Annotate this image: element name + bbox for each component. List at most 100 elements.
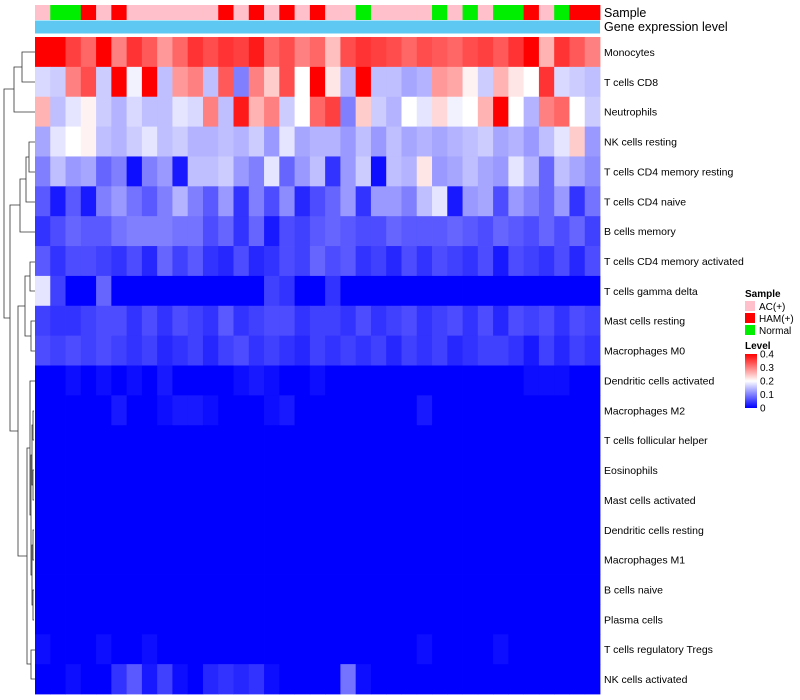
heatmap-cell <box>416 544 433 575</box>
heatmap-cell <box>218 216 234 247</box>
heatmap-cell <box>279 544 295 575</box>
heatmap-cell <box>462 514 479 546</box>
heatmap-cell <box>187 604 204 635</box>
heatmap-cell <box>538 66 555 98</box>
legend-colorbar <box>745 354 757 408</box>
legend-swatch-ham <box>745 313 755 323</box>
heatmap-cell <box>554 335 570 366</box>
heatmap-cell <box>401 514 418 546</box>
heatmap-cell <box>447 664 463 695</box>
heatmap-cell <box>202 395 219 426</box>
heatmap-cell <box>493 664 509 695</box>
heatmap-cell <box>294 604 311 635</box>
heatmap-cell <box>325 335 341 366</box>
heatmap-cell <box>187 484 204 516</box>
row-label: T cells regulatory Tregs <box>604 644 713 656</box>
heatmap-cell <box>172 484 189 516</box>
heatmap-cell <box>202 186 219 217</box>
heatmap-cell <box>554 484 570 516</box>
heatmap-cell <box>218 365 234 396</box>
heatmap-cell <box>386 126 402 157</box>
heatmap-cell <box>309 514 326 546</box>
heatmap-cell <box>340 365 357 396</box>
heatmap-cell <box>50 484 66 516</box>
heatmap-cell <box>65 156 82 187</box>
sample-annotation-cell <box>401 5 418 20</box>
heatmap-cell <box>569 66 586 98</box>
heatmap-cell <box>447 484 463 516</box>
heatmap-cell <box>50 395 66 426</box>
heatmap-cell <box>447 544 463 575</box>
heatmap-cell <box>126 544 143 575</box>
heatmap-cell <box>477 66 494 98</box>
heatmap-cell <box>538 574 555 605</box>
heatmap-cell <box>172 186 189 217</box>
heatmap-cell <box>523 514 540 546</box>
row-label: Macrophages M2 <box>604 405 685 417</box>
heatmap-cell <box>233 365 250 396</box>
heatmap-cell <box>386 365 402 396</box>
heatmap-cell <box>233 126 250 157</box>
heatmap-cell <box>202 365 219 396</box>
heatmap-cell <box>50 365 66 396</box>
heatmap-cell <box>401 37 418 68</box>
legend-item-normal: Normal <box>759 326 791 337</box>
heatmap-cell <box>279 634 295 665</box>
heatmap-cell <box>96 216 112 247</box>
heatmap-cell <box>35 37 51 68</box>
heatmap-cell <box>309 634 326 665</box>
row-dendrogram <box>3 51 35 680</box>
heatmap-cell <box>248 395 265 426</box>
heatmap-cell <box>401 455 418 486</box>
heatmap-cell <box>447 246 463 277</box>
heatmap-cell <box>523 544 540 575</box>
heatmap-cell <box>477 484 494 516</box>
heatmap-cell <box>554 574 570 605</box>
heatmap-cell <box>340 246 357 277</box>
heatmap-cell <box>462 246 479 277</box>
heatmap-cell <box>126 96 143 127</box>
heatmap-cell <box>432 66 448 98</box>
heatmap-cell <box>508 216 525 247</box>
heatmap-cell <box>96 544 112 575</box>
heatmap-cell <box>554 156 570 187</box>
heatmap-cell <box>401 275 418 307</box>
heatmap-cell <box>508 246 525 277</box>
heatmap-cell <box>126 275 143 307</box>
row-label: Dendritic cells resting <box>604 525 704 537</box>
heatmap-cell <box>309 574 326 605</box>
row-label: B cells memory <box>604 226 677 238</box>
heatmap-cell <box>447 335 463 366</box>
heatmap-cell <box>325 216 341 247</box>
heatmap-cell <box>218 395 234 426</box>
heatmap-cell <box>111 634 128 665</box>
heatmap-cell <box>96 484 112 516</box>
heatmap-cell <box>432 186 448 217</box>
heatmap-cell <box>111 216 128 247</box>
heatmap-cell <box>65 66 82 98</box>
sample-annotation-cell <box>569 5 586 20</box>
row-label: Dendritic cells activated <box>604 375 714 387</box>
heatmap-cell <box>264 216 280 247</box>
heatmap-cell <box>35 664 51 695</box>
heatmap-cell <box>325 455 341 486</box>
heatmap-cell <box>65 335 82 366</box>
heatmap-cell <box>508 574 525 605</box>
heatmap-cell <box>35 484 51 516</box>
heatmap-cell <box>80 604 97 635</box>
heatmap-cell <box>416 66 433 98</box>
heatmap-cell <box>50 275 66 307</box>
heatmap-cell <box>584 305 601 337</box>
heatmap-cell <box>538 96 555 127</box>
heatmap-cell <box>96 664 112 695</box>
heatmap-cell <box>65 514 82 546</box>
heatmap-cell <box>432 544 448 575</box>
heatmap-cell <box>554 305 570 337</box>
heatmap-cell <box>309 544 326 575</box>
heatmap-cell <box>523 484 540 516</box>
heatmap-cell <box>447 305 463 337</box>
row-label: Macrophages M1 <box>604 555 685 567</box>
heatmap-cell <box>340 37 357 68</box>
heatmap-cell <box>233 604 250 635</box>
heatmap-cell <box>416 395 433 426</box>
